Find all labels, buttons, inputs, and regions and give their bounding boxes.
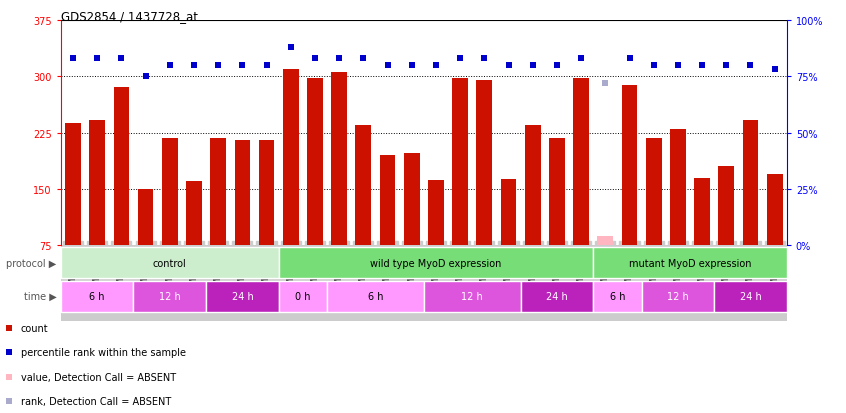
Bar	[186, 182, 202, 246]
Bar	[525, 126, 541, 246]
Bar	[259, 141, 274, 246]
Bar	[162, 138, 178, 246]
Bar	[743, 121, 758, 246]
Bar	[641, 281, 714, 312]
Text: 6 h: 6 h	[90, 291, 105, 301]
Text: 24 h: 24 h	[546, 291, 568, 301]
Bar	[278, 281, 327, 312]
Text: 24 h: 24 h	[739, 291, 761, 301]
Text: 24 h: 24 h	[232, 291, 253, 301]
Bar	[597, 236, 613, 246]
Text: control: control	[153, 258, 187, 268]
Bar	[65, 123, 81, 246]
Bar	[718, 167, 734, 246]
Bar	[714, 281, 787, 312]
Text: count: count	[20, 323, 48, 333]
Bar	[404, 154, 420, 246]
Bar	[283, 69, 299, 246]
Bar	[670, 129, 686, 246]
Bar	[355, 126, 371, 246]
Bar	[428, 180, 444, 246]
Bar	[61, 248, 278, 279]
Text: protocol ▶: protocol ▶	[7, 258, 57, 268]
Text: rank, Detection Call = ABSENT: rank, Detection Call = ABSENT	[20, 396, 171, 406]
Bar	[476, 81, 492, 246]
Bar	[695, 178, 710, 246]
Bar	[307, 78, 323, 246]
Bar	[424, 281, 520, 312]
Bar	[113, 88, 129, 246]
Bar	[138, 190, 153, 246]
Bar	[501, 180, 516, 246]
Text: 0 h: 0 h	[295, 291, 310, 301]
Bar	[61, 246, 787, 321]
Bar	[234, 141, 250, 246]
Bar	[549, 138, 565, 246]
Bar	[61, 281, 134, 312]
Bar	[90, 121, 105, 246]
Text: mutant MyoD expression: mutant MyoD expression	[629, 258, 751, 268]
Text: 12 h: 12 h	[159, 291, 181, 301]
Text: percentile rank within the sample: percentile rank within the sample	[20, 347, 185, 357]
Bar	[211, 138, 226, 246]
Bar	[574, 78, 589, 246]
Text: 6 h: 6 h	[610, 291, 625, 301]
Bar	[622, 86, 637, 246]
Text: time ▶: time ▶	[24, 291, 57, 301]
Text: 12 h: 12 h	[667, 291, 689, 301]
Text: value, Detection Call = ABSENT: value, Detection Call = ABSENT	[20, 372, 176, 382]
Bar	[453, 79, 468, 246]
Bar	[332, 73, 347, 246]
Bar	[278, 248, 593, 279]
Bar	[520, 281, 593, 312]
Bar	[380, 156, 395, 246]
Text: 6 h: 6 h	[368, 291, 383, 301]
Bar	[206, 281, 278, 312]
Bar	[327, 281, 424, 312]
Bar	[766, 174, 783, 246]
Bar	[645, 138, 662, 246]
Bar	[134, 281, 206, 312]
Bar	[593, 281, 641, 312]
Text: 12 h: 12 h	[461, 291, 483, 301]
Text: wild type MyoD expression: wild type MyoD expression	[371, 258, 502, 268]
Bar	[593, 248, 787, 279]
Text: GDS2854 / 1437728_at: GDS2854 / 1437728_at	[61, 10, 198, 23]
